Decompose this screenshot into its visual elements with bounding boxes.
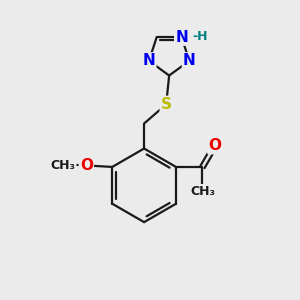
Text: -H: -H	[193, 30, 208, 43]
Text: CH₃: CH₃	[51, 159, 76, 172]
Text: N: N	[183, 53, 196, 68]
Text: N: N	[175, 30, 188, 45]
Text: S: S	[161, 97, 172, 112]
Text: O: O	[80, 158, 93, 173]
Text: O: O	[208, 138, 221, 153]
Text: CH₃: CH₃	[190, 184, 215, 198]
Text: N: N	[142, 53, 155, 68]
